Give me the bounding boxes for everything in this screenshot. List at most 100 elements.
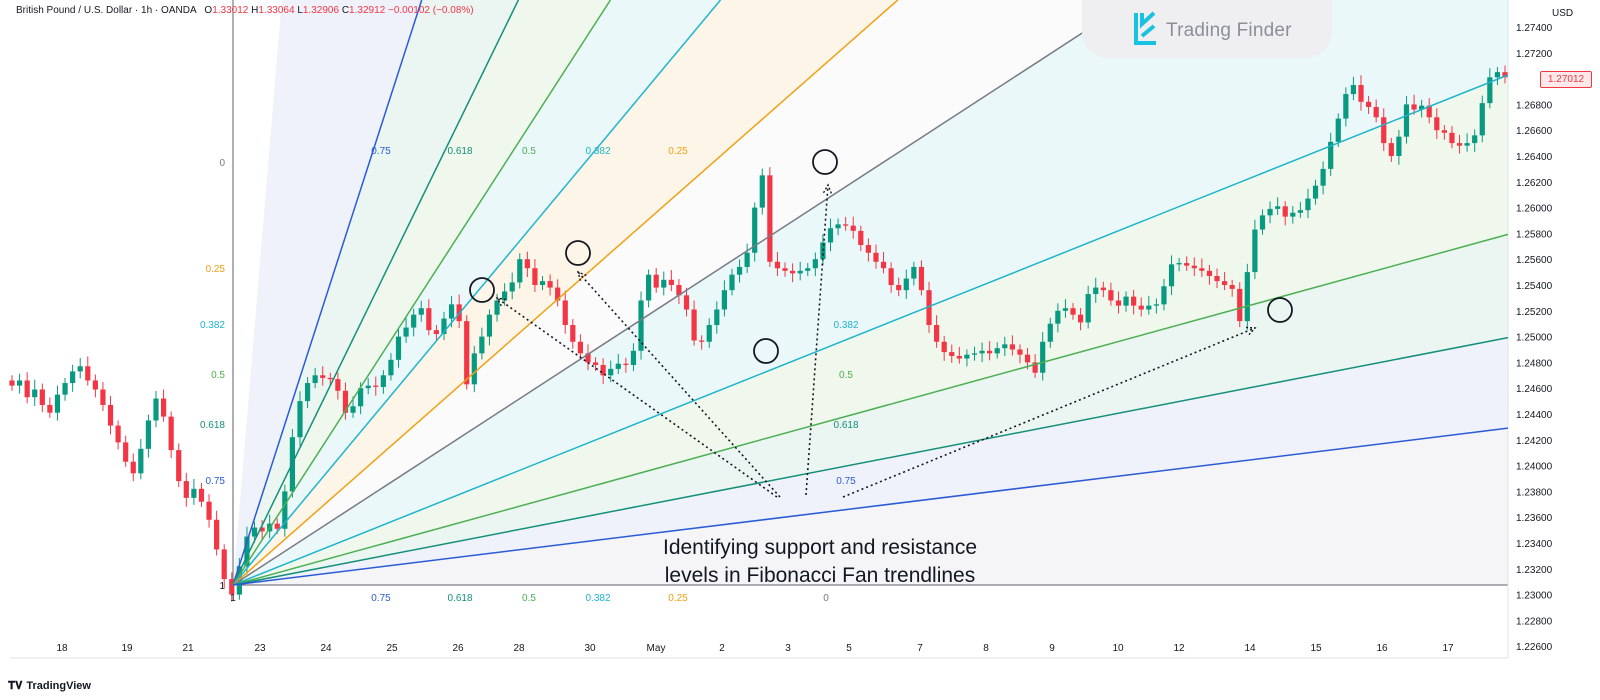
time-tick-label: 18	[56, 643, 68, 654]
inner-level-label: 0.5	[839, 370, 853, 381]
bottom-level-label: 0.25	[668, 593, 688, 604]
time-tick-label: 8	[983, 643, 989, 654]
candle-body	[873, 252, 879, 262]
candle-body	[941, 341, 947, 353]
touch-point-circle	[469, 277, 495, 303]
time-tick-label: 15	[1310, 643, 1322, 654]
candle-body	[138, 448, 144, 474]
candle-body	[251, 527, 258, 537]
candle-body	[274, 523, 280, 529]
candle-body	[1320, 168, 1326, 186]
candle-body	[608, 368, 614, 376]
candle-body	[1040, 341, 1046, 373]
candle-body	[1464, 143, 1470, 146]
price-tick-label: 1.24400	[1516, 410, 1553, 421]
candle-body	[373, 385, 379, 387]
price-tick-label: 1.24000	[1516, 462, 1553, 473]
left-level-label: 0	[219, 158, 225, 169]
candle-body	[168, 416, 174, 451]
candle-body	[1153, 304, 1159, 306]
candle-body	[600, 364, 606, 376]
low-label: L	[297, 5, 303, 16]
candle-body	[259, 527, 265, 532]
price-axis-bg	[1508, 0, 1600, 700]
candle-body	[979, 350, 985, 354]
candle-body	[1184, 263, 1190, 266]
candle-body	[797, 270, 803, 274]
price-tick-label: 1.26000	[1516, 204, 1553, 215]
candle-body	[1282, 206, 1288, 217]
dotted-arrow-head	[495, 297, 506, 307]
candle-body	[547, 281, 553, 288]
candle-body	[160, 398, 167, 417]
candle-body	[1456, 143, 1463, 146]
candle-body	[1297, 210, 1303, 213]
candle-body	[244, 536, 250, 567]
price-tick-label: 1.23800	[1516, 487, 1553, 498]
top-level-label: 0.25	[668, 146, 688, 157]
candle-body	[1070, 308, 1076, 315]
candle-body	[1252, 229, 1258, 273]
candle-body	[1077, 314, 1084, 323]
price-tick-label: 1.22600	[1516, 642, 1553, 653]
dotted-arrow-line	[842, 327, 1256, 498]
price-tick-label: 1.26200	[1516, 178, 1553, 189]
candle-body	[911, 266, 917, 279]
candle-body	[16, 380, 23, 386]
annotation-line-1: Identifying support and resistance	[662, 536, 978, 559]
left-level-label: 0.25	[206, 264, 226, 275]
price-tick-label: 1.27400	[1516, 23, 1553, 34]
candle-body	[615, 363, 621, 369]
bottom-level-label: 0	[823, 593, 829, 604]
candle-body	[1381, 117, 1387, 144]
candle-body	[630, 350, 637, 365]
candle-body	[850, 225, 856, 231]
time-tick-label: 25	[386, 643, 398, 654]
left-level-label: 0.75	[206, 476, 226, 487]
candle-body	[1062, 308, 1069, 311]
top-level-label: 0.618	[447, 146, 472, 157]
left-level-label: 1	[219, 581, 225, 592]
price-tick-label: 1.26800	[1516, 100, 1553, 111]
time-tick-label: 9	[1049, 643, 1055, 654]
candle-body	[1191, 265, 1197, 269]
candle-body	[782, 268, 788, 271]
trading-finder-logo-icon	[1134, 11, 1156, 45]
fan-ray-line	[232, 427, 1509, 586]
candle-body	[661, 279, 667, 288]
candle-body	[865, 245, 871, 253]
candle-body	[229, 579, 235, 595]
time-tick-label: May	[647, 643, 666, 654]
candle-body	[24, 380, 30, 398]
candle-body	[524, 259, 530, 269]
candle-body	[1494, 72, 1501, 78]
candle-body	[47, 404, 53, 413]
candle-body	[426, 308, 432, 331]
candle-body	[1388, 143, 1394, 156]
touch-point-circle	[812, 149, 838, 175]
time-tick-label: 2	[719, 643, 725, 654]
close-value: 1.32912	[349, 5, 386, 16]
candle-body	[1161, 286, 1167, 305]
candle-body	[1434, 117, 1440, 131]
tradingview-icon: 𝐓𝐕	[8, 680, 23, 692]
inner-level-label: 0.618	[833, 420, 858, 431]
price-tick-label: 1.25600	[1516, 255, 1553, 266]
candle-body	[1009, 344, 1015, 350]
currency-label: USD	[1552, 8, 1574, 19]
candle-body	[153, 398, 159, 421]
time-tick-label: 24	[320, 643, 332, 654]
candle-body	[1085, 294, 1091, 323]
candle-body	[827, 228, 834, 243]
candle-body	[577, 341, 584, 354]
candle-body	[1275, 206, 1281, 209]
candle-body	[835, 224, 841, 229]
candle-body	[502, 291, 508, 301]
candle-body	[115, 425, 121, 443]
candle-body	[380, 375, 386, 387]
candle-body	[1328, 141, 1334, 169]
candle-body	[1396, 136, 1402, 156]
candle-body	[464, 321, 470, 385]
candle-body	[858, 230, 864, 246]
candle-body	[9, 380, 15, 386]
